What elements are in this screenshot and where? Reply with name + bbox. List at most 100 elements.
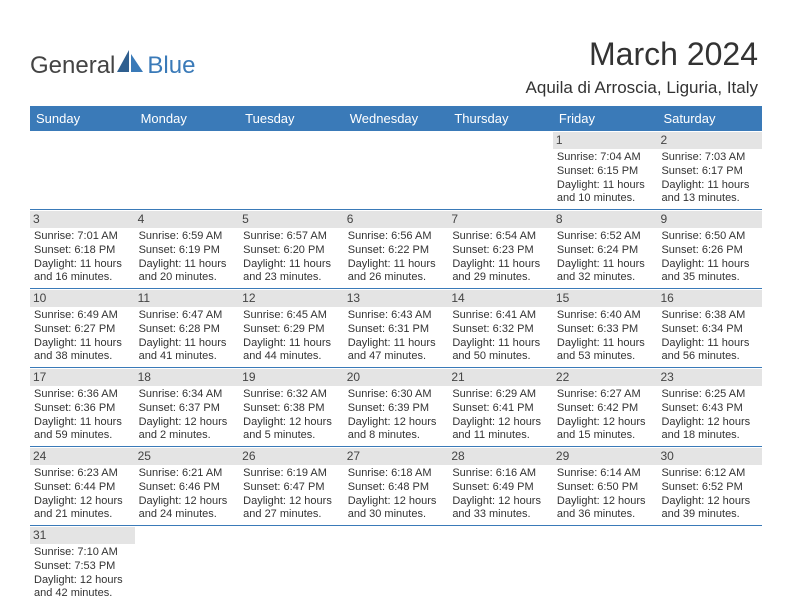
cell-sunrise: Sunrise: 6:38 AM bbox=[661, 309, 758, 323]
cell-daylight1: Daylight: 12 hours bbox=[34, 495, 131, 509]
cell-sunset: Sunset: 6:34 PM bbox=[661, 323, 758, 337]
cell-daylight1: Daylight: 11 hours bbox=[661, 258, 758, 272]
cell-daylight2: and 27 minutes. bbox=[243, 508, 340, 522]
cell-sunrise: Sunrise: 6:12 AM bbox=[661, 467, 758, 481]
calendar-cell: 2Sunrise: 7:03 AMSunset: 6:17 PMDaylight… bbox=[657, 131, 762, 209]
cell-daylight1: Daylight: 11 hours bbox=[139, 258, 236, 272]
day-number: 21 bbox=[448, 369, 553, 386]
cell-sunset: Sunset: 6:33 PM bbox=[557, 323, 654, 337]
cell-daylight1: Daylight: 12 hours bbox=[661, 416, 758, 430]
cell-daylight2: and 47 minutes. bbox=[348, 350, 445, 364]
cell-daylight2: and 50 minutes. bbox=[452, 350, 549, 364]
calendar-cell-empty bbox=[30, 131, 135, 209]
day-number: 12 bbox=[239, 290, 344, 307]
calendar-cell: 14Sunrise: 6:41 AMSunset: 6:32 PMDayligh… bbox=[448, 289, 553, 367]
cell-daylight1: Daylight: 11 hours bbox=[243, 337, 340, 351]
cell-sunset: Sunset: 6:20 PM bbox=[243, 244, 340, 258]
cell-sunrise: Sunrise: 6:16 AM bbox=[452, 467, 549, 481]
day-number: 9 bbox=[657, 211, 762, 228]
calendar-cell: 1Sunrise: 7:04 AMSunset: 6:15 PMDaylight… bbox=[553, 131, 658, 209]
cell-sunset: Sunset: 6:32 PM bbox=[452, 323, 549, 337]
cell-daylight1: Daylight: 12 hours bbox=[557, 416, 654, 430]
sail-icon bbox=[117, 50, 143, 77]
cell-daylight2: and 35 minutes. bbox=[661, 271, 758, 285]
calendar-cell-empty bbox=[239, 131, 344, 209]
day-number: 28 bbox=[448, 448, 553, 465]
cell-sunset: Sunset: 6:42 PM bbox=[557, 402, 654, 416]
calendar-cell-empty bbox=[448, 526, 553, 604]
calendar-cell: 22Sunrise: 6:27 AMSunset: 6:42 PMDayligh… bbox=[553, 368, 658, 446]
cell-sunset: Sunset: 6:41 PM bbox=[452, 402, 549, 416]
cell-daylight1: Daylight: 12 hours bbox=[348, 416, 445, 430]
day-number: 16 bbox=[657, 290, 762, 307]
cell-daylight2: and 39 minutes. bbox=[661, 508, 758, 522]
cell-sunrise: Sunrise: 6:47 AM bbox=[139, 309, 236, 323]
cell-daylight1: Daylight: 12 hours bbox=[452, 416, 549, 430]
cell-sunrise: Sunrise: 6:43 AM bbox=[348, 309, 445, 323]
cell-daylight1: Daylight: 11 hours bbox=[452, 258, 549, 272]
calendar-cell-empty bbox=[657, 526, 762, 604]
day-number: 29 bbox=[553, 448, 658, 465]
cell-daylight1: Daylight: 12 hours bbox=[452, 495, 549, 509]
cell-daylight2: and 29 minutes. bbox=[452, 271, 549, 285]
cell-daylight1: Daylight: 11 hours bbox=[348, 258, 445, 272]
day-number: 15 bbox=[553, 290, 658, 307]
cell-daylight1: Daylight: 12 hours bbox=[34, 574, 131, 588]
calendar-cell-empty bbox=[239, 526, 344, 604]
cell-sunset: Sunset: 6:26 PM bbox=[661, 244, 758, 258]
cell-daylight2: and 26 minutes. bbox=[348, 271, 445, 285]
calendar-cell: 9Sunrise: 6:50 AMSunset: 6:26 PMDaylight… bbox=[657, 210, 762, 288]
calendar-cell: 11Sunrise: 6:47 AMSunset: 6:28 PMDayligh… bbox=[135, 289, 240, 367]
cell-daylight2: and 38 minutes. bbox=[34, 350, 131, 364]
cell-daylight2: and 44 minutes. bbox=[243, 350, 340, 364]
cell-daylight2: and 18 minutes. bbox=[661, 429, 758, 443]
cell-sunset: Sunset: 6:31 PM bbox=[348, 323, 445, 337]
calendar-cell: 24Sunrise: 6:23 AMSunset: 6:44 PMDayligh… bbox=[30, 447, 135, 525]
cell-sunrise: Sunrise: 6:32 AM bbox=[243, 388, 340, 402]
cell-daylight2: and 56 minutes. bbox=[661, 350, 758, 364]
cell-sunrise: Sunrise: 6:25 AM bbox=[661, 388, 758, 402]
cell-sunrise: Sunrise: 6:54 AM bbox=[452, 230, 549, 244]
cell-daylight1: Daylight: 11 hours bbox=[452, 337, 549, 351]
cell-daylight2: and 21 minutes. bbox=[34, 508, 131, 522]
day-number: 3 bbox=[30, 211, 135, 228]
cell-daylight2: and 15 minutes. bbox=[557, 429, 654, 443]
day-number: 4 bbox=[135, 211, 240, 228]
cell-daylight1: Daylight: 12 hours bbox=[139, 416, 236, 430]
cell-daylight1: Daylight: 11 hours bbox=[34, 416, 131, 430]
calendar-cell: 30Sunrise: 6:12 AMSunset: 6:52 PMDayligh… bbox=[657, 447, 762, 525]
calendar-table: Sunday Monday Tuesday Wednesday Thursday… bbox=[30, 106, 762, 604]
cell-sunrise: Sunrise: 6:18 AM bbox=[348, 467, 445, 481]
cell-daylight2: and 20 minutes. bbox=[139, 271, 236, 285]
cell-sunset: Sunset: 6:49 PM bbox=[452, 481, 549, 495]
calendar-header-row: Sunday Monday Tuesday Wednesday Thursday… bbox=[30, 106, 762, 131]
cell-sunset: Sunset: 7:53 PM bbox=[34, 560, 131, 574]
dayname-friday: Friday bbox=[553, 106, 658, 131]
cell-daylight1: Daylight: 12 hours bbox=[348, 495, 445, 509]
cell-daylight2: and 16 minutes. bbox=[34, 271, 131, 285]
cell-daylight1: Daylight: 11 hours bbox=[557, 258, 654, 272]
calendar-cell: 20Sunrise: 6:30 AMSunset: 6:39 PMDayligh… bbox=[344, 368, 449, 446]
cell-daylight2: and 42 minutes. bbox=[34, 587, 131, 601]
cell-sunrise: Sunrise: 7:01 AM bbox=[34, 230, 131, 244]
cell-daylight1: Daylight: 11 hours bbox=[243, 258, 340, 272]
calendar-week-row: 3Sunrise: 7:01 AMSunset: 6:18 PMDaylight… bbox=[30, 210, 762, 289]
cell-sunrise: Sunrise: 6:14 AM bbox=[557, 467, 654, 481]
calendar-cell: 7Sunrise: 6:54 AMSunset: 6:23 PMDaylight… bbox=[448, 210, 553, 288]
calendar-cell: 25Sunrise: 6:21 AMSunset: 6:46 PMDayligh… bbox=[135, 447, 240, 525]
calendar-cell: 28 Sunrise: 6:16 AMSunset: 6:49 PMDayligh… bbox=[448, 447, 553, 525]
cell-sunset: Sunset: 6:17 PM bbox=[661, 165, 758, 179]
calendar-week-row: 17Sunrise: 6:36 AMSunset: 6:36 PMDayligh… bbox=[30, 368, 762, 447]
day-number: 2 bbox=[657, 132, 762, 149]
cell-daylight2: and 33 minutes. bbox=[452, 508, 549, 522]
calendar-week-row: 24Sunrise: 6:23 AMSunset: 6:44 PMDayligh… bbox=[30, 447, 762, 526]
calendar-cell: 5Sunrise: 6:57 AMSunset: 6:20 PMDaylight… bbox=[239, 210, 344, 288]
day-number: 31 bbox=[30, 527, 135, 544]
dayname-monday: Monday bbox=[135, 106, 240, 131]
day-number: 7 bbox=[448, 211, 553, 228]
cell-sunrise: Sunrise: 6:40 AM bbox=[557, 309, 654, 323]
cell-sunrise: Sunrise: 6:27 AM bbox=[557, 388, 654, 402]
cell-sunrise: Sunrise: 6:30 AM bbox=[348, 388, 445, 402]
cell-daylight1: Daylight: 12 hours bbox=[243, 416, 340, 430]
cell-sunset: Sunset: 6:50 PM bbox=[557, 481, 654, 495]
